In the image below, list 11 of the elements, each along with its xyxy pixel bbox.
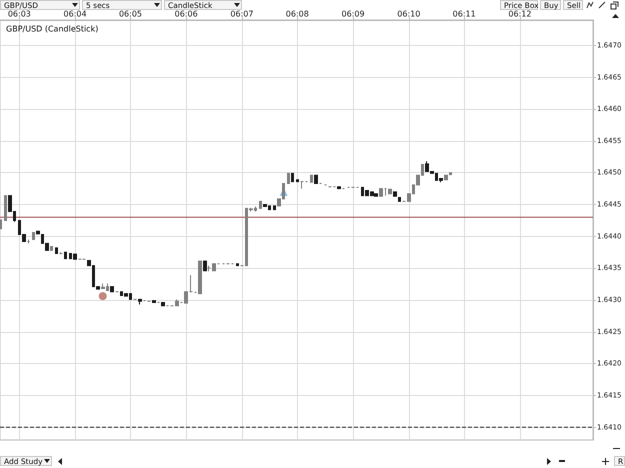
x-tick-label: 06:09 [342,10,365,18]
x-tick-label: 06:12 [508,10,532,18]
x-tick-label: 06:04 [64,10,87,18]
x-tick-label: 06:03 [8,10,31,18]
x-tick-label: 06:05 [118,10,142,18]
x-tick-label: 06:06 [174,10,198,18]
x-tick-label: 06:10 [397,10,420,18]
x-tick-label: 06:08 [286,10,309,18]
x-tick-label: 06:11 [452,10,476,18]
text: GBP/USD (CandleStick) [6,24,98,34]
x-tick-label: 06:07 [230,10,254,18]
